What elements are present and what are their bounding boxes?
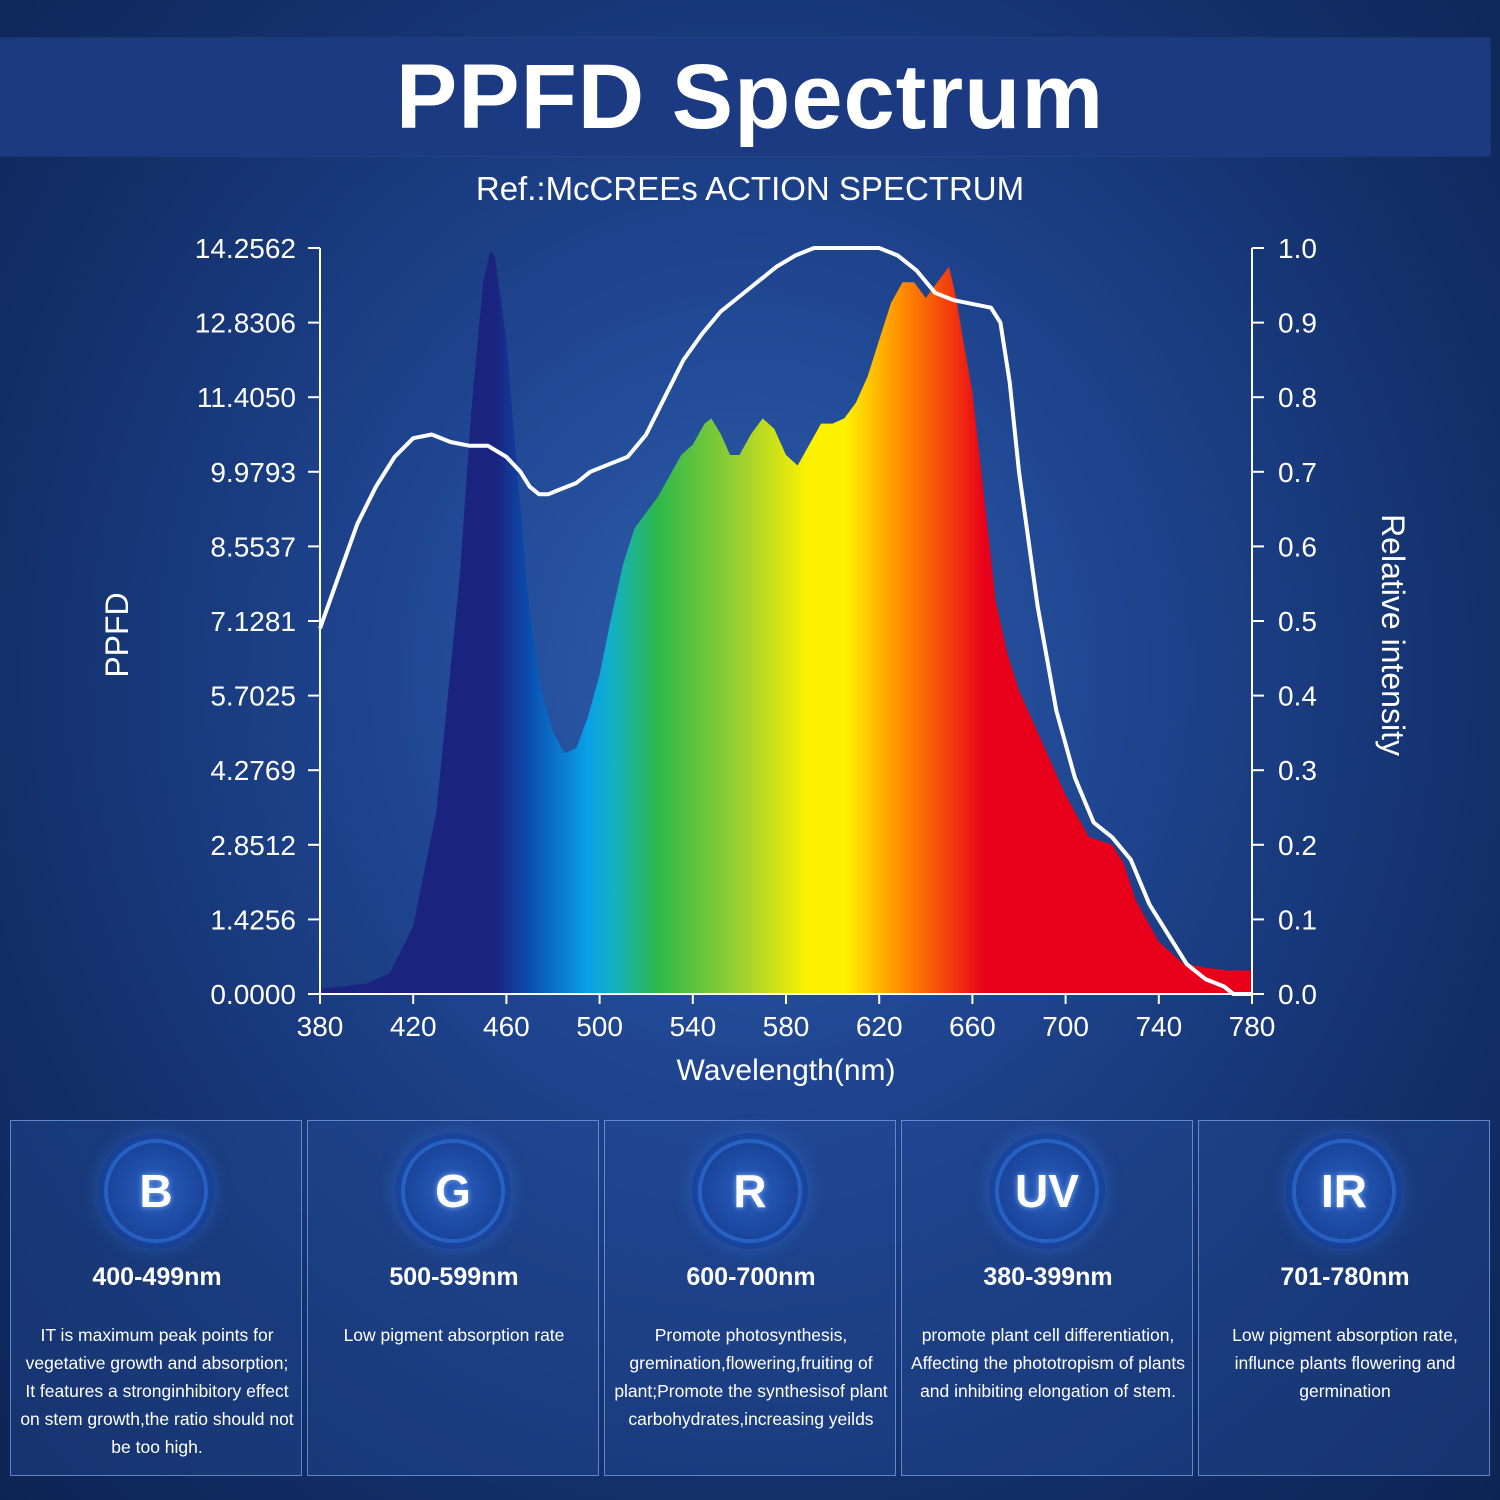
y2-tick-label: 0.3 [1278,755,1317,786]
card-uv: UV 380-399nm promote plant cell differen… [901,1120,1193,1476]
badge-ir-icon: IR [1296,1143,1392,1239]
x-tick-label: 780 [1229,1011,1276,1042]
y-axis-label: PPFD [99,592,135,677]
spectrum-area [320,250,1252,994]
y2-tick-label: 0.6 [1278,531,1317,562]
x-tick-label: 620 [856,1011,903,1042]
y-tick-label: 7.1281 [210,606,296,637]
card-description: Low pigment absorption rate [343,1325,565,1345]
y-tick-label: 5.7025 [210,681,296,712]
badge-label: G [435,1165,471,1217]
card-range: 500-599nm [389,1263,519,1291]
spectrum-chart: 0.0000 1.4256 2.8512 4.2769 5.7025 7.1281 8.55… [99,233,1411,1087]
y2-tick-label: 0.7 [1278,457,1317,488]
page-title: PPFD Spectrum [395,46,1105,148]
x-tick-label: 540 [669,1011,716,1042]
y2-tick-label: 0.4 [1278,681,1317,712]
card-range: 400-499nm [92,1263,222,1291]
badge-label: IR [1321,1165,1367,1217]
y-tick-label: 12.8306 [195,308,296,339]
x-tick-label: 660 [949,1011,996,1042]
y2-tick-label: 0.9 [1278,308,1317,339]
x-tick-label: 460 [483,1011,530,1042]
x-tick-label: 580 [763,1011,810,1042]
card-description: Promote photosynthesis, gremination,flow… [614,1325,888,1429]
card-blue: B 400-499nm IT is maximum peak points fo… [10,1120,302,1476]
x-tick-label: 700 [1042,1011,1089,1042]
y-tick-label: 14.2562 [195,233,296,264]
y2-tick-label: 0.8 [1278,382,1317,413]
title-band [0,38,1490,156]
y-tick-label: 9.9793 [210,457,296,488]
badge-uv-icon: UV [999,1143,1095,1239]
card-range: 600-700nm [686,1263,816,1291]
y2-tick-label: 1.0 [1278,233,1317,264]
y-tick-label: 4.2769 [210,755,296,786]
badge-label: R [733,1165,767,1217]
y2-tick-label: 0.0 [1278,979,1317,1010]
chart-subtitle: Ref.:McCREEs ACTION SPECTRUM [475,170,1025,207]
y2-tick-label: 0.1 [1278,904,1317,935]
card-description: IT is maximum peak points for vegetative… [20,1325,294,1457]
x-tick-label: 380 [297,1011,344,1042]
x-tick-label: 420 [390,1011,437,1042]
x-tick-label: 740 [1135,1011,1182,1042]
y-tick-label: 8.5537 [210,531,296,562]
y2-axis-label: Relative intensity [1375,514,1411,756]
y2-tick-label: 0.5 [1278,606,1317,637]
card-range: 701-780nm [1280,1263,1410,1291]
x-axis-label: Wavelength(nm) [677,1054,896,1087]
card-green: G 500-599nm Low pigment absorption rate [307,1120,599,1476]
card-description: Low pigment absorption rate, influnce pl… [1232,1325,1458,1401]
card-range: 380-399nm [983,1263,1113,1291]
card-red: R 600-700nm Promote photosynthesis, grem… [604,1120,896,1476]
badge-b-icon: B [108,1143,204,1239]
card-description: promote plant cell differentiation, Affe… [910,1325,1185,1401]
badge-g-icon: G [405,1143,501,1239]
badge-label: UV [1015,1165,1079,1217]
badge-r-icon: R [702,1143,798,1239]
y-tick-label: 0.0000 [210,979,296,1010]
card-ir: IR 701-780nm Low pigment absorption rate… [1198,1120,1490,1476]
badge-label: B [139,1165,173,1217]
action-spectrum-line [318,246,1252,996]
band-cards: B 400-499nm IT is maximum peak points fo… [10,1120,1490,1478]
y-tick-label: 1.4256 [210,904,296,935]
y2-tick-label: 0.2 [1278,830,1317,861]
y-tick-label: 11.4050 [197,382,296,413]
y-tick-label: 2.8512 [210,830,296,861]
x-tick-label: 500 [576,1011,623,1042]
